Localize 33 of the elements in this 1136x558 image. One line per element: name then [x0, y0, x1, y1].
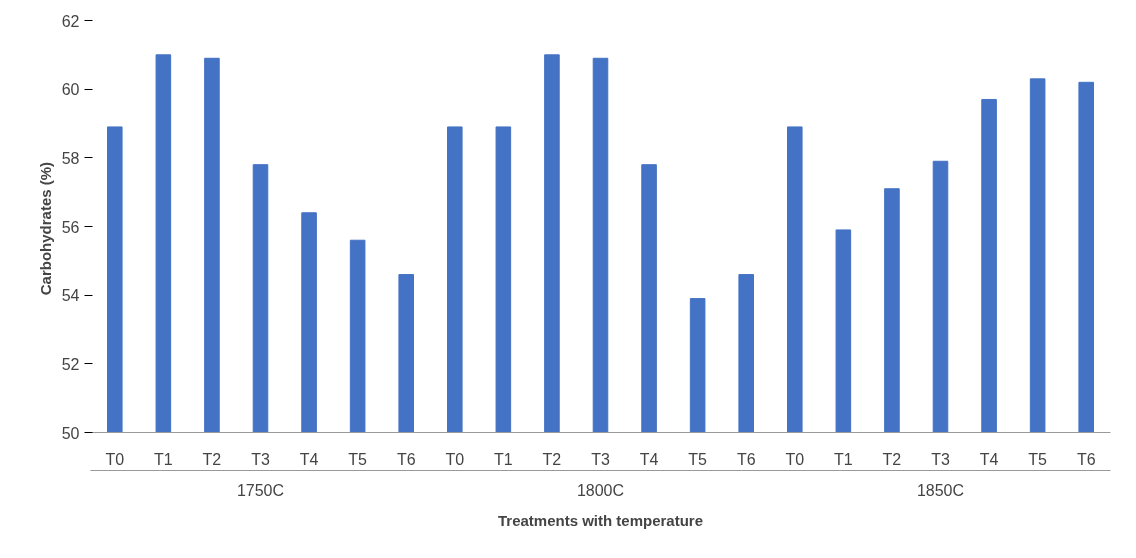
x-tick-label: T6 [736, 450, 756, 468]
y-axis-title: Carbohydrates (%) [36, 161, 54, 296]
x-tick-label: T0 [105, 450, 125, 468]
text: 1850C [916, 481, 965, 499]
y-tick-label: 58 [61, 149, 80, 167]
x-tick-label: T1 [494, 450, 513, 468]
x-tick-label: T5 [1028, 450, 1048, 468]
text: 1800C [576, 481, 625, 499]
x-tick-label: T4 [299, 450, 319, 468]
x-tick-label: T0 [445, 450, 465, 468]
x-tick-label: T6 [396, 450, 416, 468]
y-tick-label: 52 [61, 355, 80, 373]
x-tick-label: T4 [979, 450, 999, 468]
x-tick-label: T2 [542, 450, 562, 468]
x-tick-label: T5 [348, 450, 368, 468]
x-tick-label: T0 [785, 450, 805, 468]
x-tick-label: T1 [154, 450, 173, 468]
y-tick-label: 56 [61, 218, 80, 236]
x-tick-label: T1 [834, 450, 853, 468]
x-tick-label: T5 [688, 450, 708, 468]
x-axis-title: Treatments with temperature [497, 511, 704, 529]
y-tick-label: 62 [61, 12, 80, 30]
x-tick-label: T3 [251, 450, 270, 468]
text: 1750C [236, 481, 285, 499]
x-tick-label: T6 [1076, 450, 1096, 468]
y-tick-label: 54 [61, 287, 80, 305]
x-tick-label: T3 [591, 450, 610, 468]
y-tick-label: 60 [61, 81, 80, 99]
x-tick-label: T2 [882, 450, 902, 468]
x-tick-label: T2 [202, 450, 222, 468]
x-tick-label: T4 [639, 450, 659, 468]
y-tick-label: 50 [61, 424, 80, 442]
x-tick-label: T3 [931, 450, 950, 468]
